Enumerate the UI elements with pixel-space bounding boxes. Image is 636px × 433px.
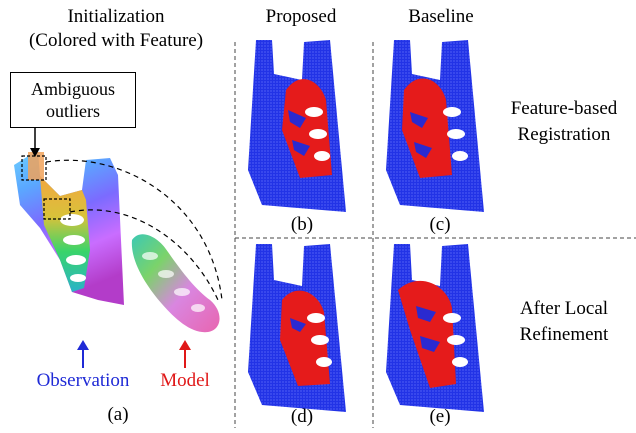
observation-label: Observation — [36, 370, 130, 391]
correspondence-curve-2 — [69, 209, 219, 301]
row-label-1-line1: Feature-based — [510, 98, 618, 119]
panel-e-label: (e) — [429, 406, 451, 427]
row-label-1-line2: Registration — [517, 124, 611, 145]
model-label: Model — [160, 370, 210, 391]
panel-a-title-line1: Initialization — [67, 6, 165, 27]
panel-a-title-line2: (Colored with Feature) — [28, 30, 204, 51]
row-label-2-line2: Refinement — [519, 324, 609, 345]
ambiguous-outliers-callout: Ambiguous outliers — [10, 72, 136, 128]
row-label-2-line1: After Local — [519, 298, 609, 319]
panel-c-image — [386, 40, 484, 212]
callout-line2: outliers — [46, 101, 100, 121]
observation-arrowhead — [77, 340, 89, 350]
callout-arrowhead — [30, 148, 40, 157]
column-title-proposed: Proposed — [265, 6, 337, 27]
panel-b-image — [248, 40, 346, 212]
outlier-box-middle — [43, 198, 71, 220]
model-arrowhead — [179, 340, 191, 350]
panel-e-image — [386, 244, 484, 412]
correspondence-curve-1 — [45, 159, 223, 301]
outlier-box-top — [21, 155, 47, 181]
panel-d-image — [248, 244, 346, 412]
panel-a-model-cloud — [131, 234, 220, 333]
callout-line1: Ambiguous — [30, 79, 115, 99]
panel-c-label: (c) — [429, 214, 451, 235]
column-title-baseline: Baseline — [408, 6, 474, 27]
panel-a-observation-cloud — [14, 150, 124, 305]
panel-a-label: (a) — [107, 404, 129, 425]
panel-b-label: (b) — [290, 214, 314, 235]
panel-d-label: (d) — [290, 406, 314, 427]
